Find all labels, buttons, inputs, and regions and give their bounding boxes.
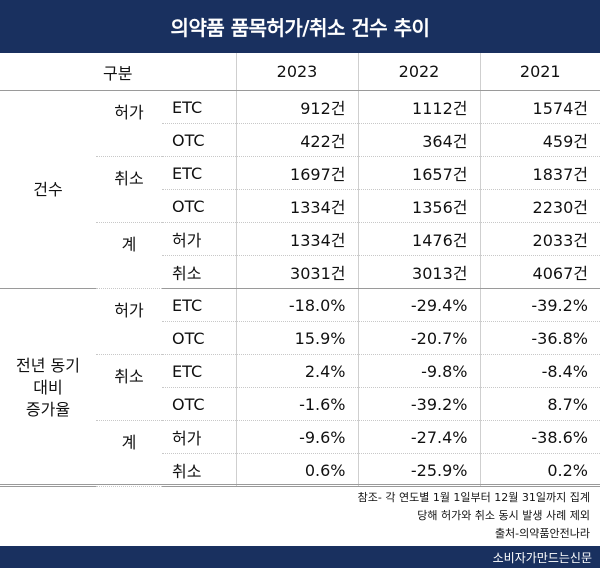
value-cell: 15.9% — [235, 321, 358, 355]
value-cell: 3031건 — [235, 255, 358, 289]
value-cell: 4067건 — [479, 255, 600, 289]
value-cell: 1356건 — [357, 189, 480, 223]
sub-label: OTC — [162, 387, 236, 421]
sub-label: ETC — [162, 354, 236, 388]
value-cell: 1697건 — [235, 156, 358, 190]
table-row: 건수 허가 ETC 912건 1112건 1574건 — [0, 90, 600, 289]
sub-label: 취소 — [162, 255, 236, 289]
value-cell: 1837건 — [479, 156, 600, 190]
value-cell: 1112건 — [357, 90, 480, 124]
table-row: 계 허가 1334건 1476건 2033건 — [0, 222, 600, 289]
value-cell: 2230건 — [479, 189, 600, 223]
table-row: OTC 422건 364건 459건 — [0, 123, 600, 157]
value-cell: 364건 — [357, 123, 480, 157]
header-year: 2023 — [235, 53, 358, 91]
value-cell: 2.4% — [235, 354, 358, 388]
value-cell: 1574건 — [479, 90, 600, 124]
sub-label: OTC — [162, 123, 236, 157]
value-cell: -9.8% — [357, 354, 480, 388]
group-label: 계 — [96, 222, 162, 289]
value-cell: -18.0% — [235, 288, 358, 322]
note-line: 출처-의약품안전나라 — [494, 527, 590, 540]
value-cell: 8.7% — [479, 387, 600, 421]
value-cell: 422건 — [235, 123, 358, 157]
table-row: 취소 0.6% -25.9% 0.2% — [0, 453, 600, 487]
header-year: 2021 — [479, 53, 600, 91]
value-cell: 1334건 — [235, 189, 358, 223]
value-cell: -8.4% — [479, 354, 600, 388]
value-cell: -9.6% — [235, 420, 358, 454]
sub-label: ETC — [162, 288, 236, 322]
sub-label: 취소 — [162, 453, 236, 487]
sub-label: 허가 — [162, 222, 236, 256]
table-row: OTC -1.6% -39.2% 8.7% — [0, 387, 600, 421]
table-row: 전년 동기 대비 증가율 허가 ETC -18.0% -29.4% -39.2% — [0, 288, 600, 487]
sub-label: ETC — [162, 156, 236, 190]
value-cell: 0.2% — [479, 453, 600, 487]
header-year: 2022 — [357, 53, 480, 91]
statistics-table: 구분 2023 2022 2021 건수 허가 ETC 912건 1112건 1574건 O… — [0, 53, 600, 487]
table-row: OTC 15.9% -20.7% -36.8% — [0, 321, 600, 355]
section-label: 건수 — [0, 90, 96, 289]
header-row: 구분 2023 2022 2021 — [0, 53, 600, 91]
value-cell: -1.6% — [235, 387, 358, 421]
table-row: 취소 ETC 1697건 1657건 1837건 — [0, 156, 600, 223]
value-cell: 3013건 — [357, 255, 480, 289]
group-label: 허가 — [96, 90, 162, 157]
value-cell: -36.8% — [479, 321, 600, 355]
sub-label: OTC — [162, 189, 236, 223]
sub-label: OTC — [162, 321, 236, 355]
value-cell: -39.2% — [357, 387, 480, 421]
note-line: 당해 허가와 취소 동시 발생 사례 제외 — [417, 509, 590, 522]
value-cell: -29.4% — [357, 288, 480, 322]
note-line: 참조- 각 연도별 1월 1일부터 12월 31일까지 집계 — [357, 491, 590, 504]
section-label: 전년 동기 대비 증가율 — [0, 288, 96, 487]
group-label: 취소 — [96, 354, 162, 421]
value-cell: 1476건 — [357, 222, 480, 256]
value-cell: 459건 — [479, 123, 600, 157]
table-row: 계 허가 -9.6% -27.4% -38.6% — [0, 420, 600, 487]
group-label: 계 — [96, 420, 162, 487]
publisher-footer: 소비자가만드는신문 — [0, 546, 600, 568]
value-cell: -38.6% — [479, 420, 600, 454]
value-cell: 1657건 — [357, 156, 480, 190]
value-cell: -27.4% — [357, 420, 480, 454]
value-cell: 912건 — [235, 90, 358, 124]
table-row: OTC 1334건 1356건 2230건 — [0, 189, 600, 223]
group-label: 취소 — [96, 156, 162, 223]
table-row: 취소 3031건 3013건 4067건 — [0, 255, 600, 289]
header-category: 구분 — [0, 53, 236, 91]
notes: 참조- 각 연도별 1월 1일부터 12월 31일까지 집계 당해 허가와 취소… — [0, 484, 600, 546]
table-row: 취소 ETC 2.4% -9.8% -8.4% — [0, 354, 600, 421]
table-title: 의약품 품목허가/취소 건수 추이 — [0, 0, 600, 53]
value-cell: -39.2% — [479, 288, 600, 322]
value-cell: -25.9% — [357, 453, 480, 487]
sub-label: ETC — [162, 90, 236, 124]
value-cell: -20.7% — [357, 321, 480, 355]
sub-label: 허가 — [162, 420, 236, 454]
value-cell: 0.6% — [235, 453, 358, 487]
value-cell: 1334건 — [235, 222, 358, 256]
value-cell: 2033건 — [479, 222, 600, 256]
group-label: 허가 — [96, 288, 162, 355]
